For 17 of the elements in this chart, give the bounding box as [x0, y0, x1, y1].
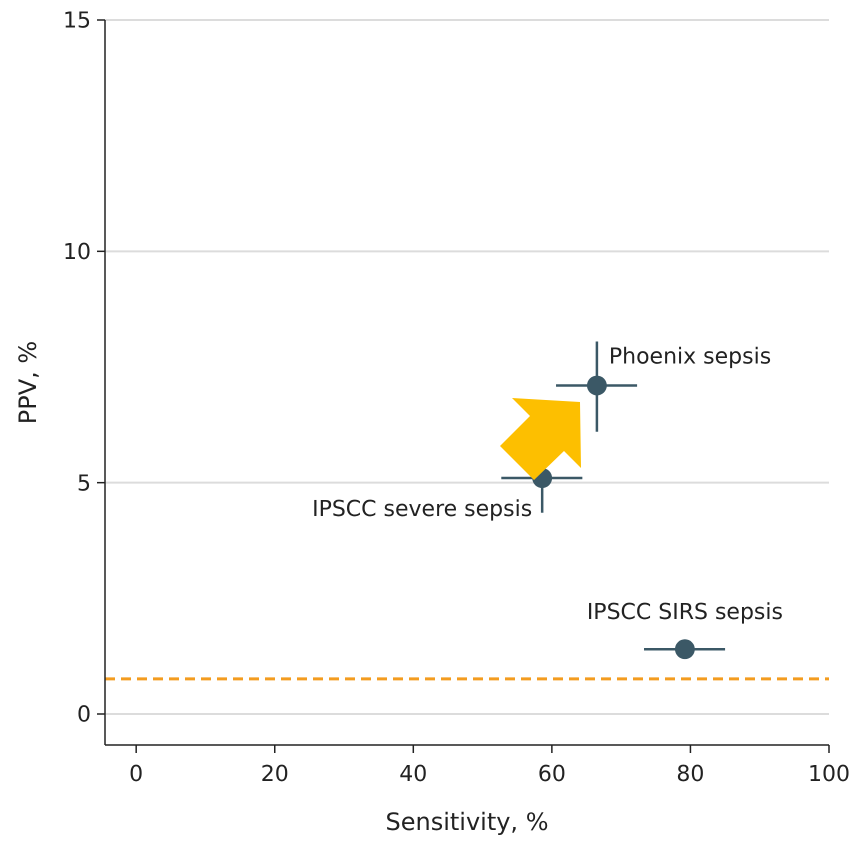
- x-tick-label: 60: [538, 762, 566, 787]
- y-tick-label: 10: [63, 240, 91, 266]
- x-tick-label: 0: [129, 762, 144, 787]
- point: [586, 376, 607, 396]
- annotation: Phoenix sepsis: [608, 344, 772, 370]
- x-tick-label: 80: [676, 762, 704, 787]
- x-tick-label: 40: [399, 762, 428, 787]
- x-axis-title: Sensitivity, %: [385, 808, 549, 836]
- annotation: IPSCC SIRS sepsis: [586, 600, 783, 626]
- y-tick-label: 5: [77, 471, 91, 496]
- y-tick-label: 0: [77, 702, 91, 728]
- point: [674, 639, 695, 660]
- x-tick-label: 20: [260, 762, 289, 787]
- y-axis-title: PPV, %: [14, 340, 42, 424]
- y-tick-label: 15: [63, 8, 91, 34]
- annotation: IPSCC severe sepsis: [312, 497, 532, 522]
- x-tick-label: 100: [808, 762, 850, 787]
